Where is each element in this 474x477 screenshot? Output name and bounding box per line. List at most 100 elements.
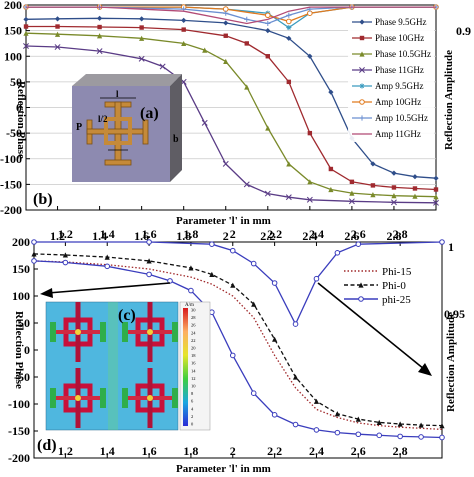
- legend-marker: [359, 35, 365, 41]
- data-point-1-0: [31, 251, 37, 257]
- data-point-3-1: [54, 44, 61, 50]
- bottom-series: [31, 239, 445, 441]
- data-point-0-13: [412, 174, 418, 180]
- bottom-y-axis-title: Reflection Phase: [13, 311, 25, 389]
- legend-label: Amp 10.5GHz: [375, 113, 428, 123]
- data-point-2-2: [96, 33, 103, 39]
- unit-cell-top-face: [72, 74, 182, 86]
- data-point-2-9: [286, 161, 292, 167]
- current-hotspot: [147, 395, 153, 401]
- data-point-2-9: [271, 412, 278, 418]
- data-point-2-15: [412, 193, 418, 199]
- y-tick-label: -150: [8, 424, 30, 438]
- data-point-2-11: [313, 427, 320, 433]
- current-patch: [50, 322, 56, 342]
- data-point-3-11: [306, 196, 313, 203]
- data-point-3-4: [159, 63, 166, 70]
- current-patch: [50, 388, 56, 408]
- current-hotspot: [147, 329, 153, 335]
- top-y2-axis-title: Reflection Amplitude: [443, 50, 455, 150]
- colorbar-tick-label: 26: [191, 323, 196, 328]
- data-point-2-10: [292, 421, 299, 428]
- panel-label-b: (b): [33, 191, 53, 208]
- data-point-0-12: [391, 170, 397, 176]
- legend-label: Amp 11GHz: [375, 129, 421, 139]
- legend-marker: [359, 19, 365, 25]
- data-point-2-7: [244, 84, 250, 90]
- data-point-2-8: [265, 125, 271, 131]
- data-point-2-13: [355, 431, 362, 438]
- data-point-2-5: [188, 287, 194, 294]
- data-point-1-11: [349, 179, 355, 185]
- y-tick-label: 200: [4, 0, 22, 12]
- top-legend: Phase 9.5GHz Phase 10GHz Phase 10.5GHz Phas…: [348, 14, 434, 142]
- data-point-0-9: [328, 89, 334, 95]
- colorbar-title: A/m: [185, 303, 194, 308]
- x-tick-label: 1.8: [176, 229, 191, 243]
- data-point-1-13: [376, 419, 382, 425]
- data-point-3-7: [313, 275, 320, 282]
- series-line-7: [26, 6, 436, 25]
- top-series: [23, 4, 439, 206]
- colorbar-tick-label: 30: [191, 308, 196, 313]
- data-point-2-5: [202, 47, 208, 53]
- bottom-y2-tick-label-mid: 0.95: [444, 307, 465, 321]
- inset-dim-l: l: [116, 89, 119, 99]
- data-point-1-4: [188, 265, 194, 271]
- x-tick-label: 2.2: [260, 229, 275, 243]
- data-point-1-15: [433, 187, 439, 192]
- data-point-3-3: [138, 55, 145, 62]
- fss-patch: [86, 101, 149, 166]
- y-tick-label: -50: [6, 126, 22, 140]
- data-point-3-10: [439, 239, 445, 245]
- data-point-1-1: [62, 252, 68, 258]
- data-point-2-16: [433, 194, 439, 200]
- bottom-y-ticks: 200 150 100 50 0 -50 -100 -150 -200: [8, 235, 38, 465]
- data-point-5-4: [264, 12, 271, 19]
- data-point-0-6: [265, 28, 271, 34]
- data-point-3-3: [229, 247, 236, 254]
- x-tick-label: 2.6: [351, 227, 366, 241]
- x-tick-label: 1.4: [100, 444, 115, 458]
- data-point-1-14: [412, 186, 418, 191]
- y-tick-label: -50: [14, 370, 30, 384]
- data-point-0-5: [223, 20, 229, 26]
- unit-cell-inset: l l/2 P b (a): [72, 74, 182, 182]
- current-patch: [122, 388, 128, 408]
- colorbar-tick-label: 6: [191, 399, 194, 404]
- data-point-0-2: [96, 15, 103, 21]
- colorbar-tick-label: 2: [191, 414, 193, 419]
- current-patch: [100, 322, 106, 342]
- legend-label: Phase 9.5GHz: [375, 17, 427, 27]
- y-tick-label: 150: [4, 24, 22, 38]
- data-point-2-14: [376, 432, 383, 439]
- y-tick-label: -100: [8, 397, 30, 411]
- legend-marker: [359, 67, 365, 73]
- data-point-2-12: [334, 429, 341, 436]
- data-point-2-13: [370, 192, 376, 198]
- data-point-5-5: [286, 18, 292, 25]
- current-patch: [172, 322, 178, 342]
- x-tick-label: 2.4: [302, 229, 317, 243]
- data-point-2-8: [250, 390, 257, 397]
- data-point-6-5: [265, 20, 271, 27]
- data-point-2-3: [146, 271, 152, 278]
- colorbar-tick-label: 18: [191, 353, 196, 358]
- inset-label-c: (c): [118, 307, 136, 324]
- x-tick-label: 1.2: [58, 444, 73, 458]
- data-point-2-7: [229, 352, 236, 359]
- current-patch: [100, 388, 106, 408]
- x-tick-label: 1.8: [183, 444, 198, 458]
- colorbar-tick-label: 8: [191, 391, 194, 396]
- x-tick-label: 1.2: [58, 227, 73, 241]
- x-tick-label: 2.6: [351, 444, 366, 458]
- data-point-0-11: [370, 161, 376, 167]
- x-tick-label: 1.6: [142, 444, 157, 458]
- data-point-0-14: [433, 175, 439, 181]
- data-point-2-1: [54, 31, 61, 37]
- y-tick-label: 150: [12, 262, 30, 276]
- data-point-1-7: [265, 54, 270, 59]
- data-point-1-0: [23, 24, 29, 29]
- data-point-3-14: [433, 199, 439, 206]
